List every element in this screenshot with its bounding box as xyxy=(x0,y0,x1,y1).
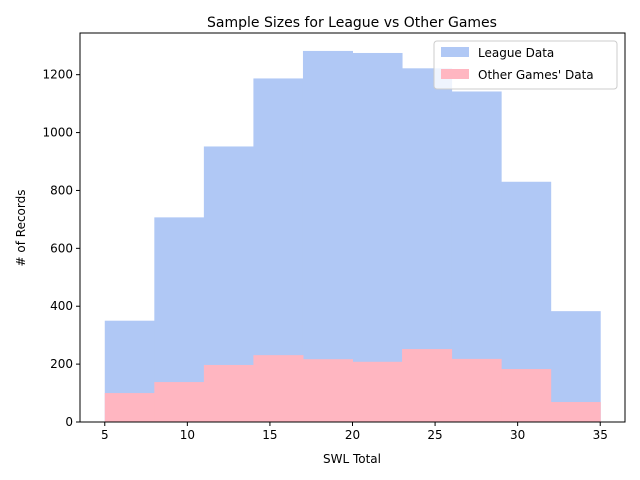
legend-label-league: League Data xyxy=(478,46,554,60)
y-tick-label: 200 xyxy=(50,357,73,371)
y-tick-label: 400 xyxy=(50,299,73,313)
legend-swatch-league xyxy=(441,47,469,57)
x-tick-label: 25 xyxy=(427,428,442,442)
legend: League Data Other Games' Data xyxy=(433,40,618,90)
legend-frame xyxy=(433,40,618,90)
other-games-bar-5 xyxy=(302,359,353,422)
other-games-bar-10 xyxy=(550,402,601,422)
other-games-bar-6 xyxy=(352,361,403,422)
y-tick-label: 1000 xyxy=(42,126,73,140)
y-axis-ticks: 0 200 400 600 800 1000 1200 xyxy=(42,68,80,429)
y-tick-label: 600 xyxy=(50,241,73,255)
x-axis-label: SWL Total xyxy=(323,452,381,466)
league-bar-6 xyxy=(352,52,403,423)
x-tick-label: 35 xyxy=(593,428,608,442)
y-tick-label: 1200 xyxy=(42,68,73,82)
x-axis-ticks: 5 10 15 20 25 30 35 xyxy=(101,422,608,442)
x-tick-label: 15 xyxy=(262,428,277,442)
other-games-bar-8 xyxy=(451,358,502,422)
legend-label-other: Other Games' Data xyxy=(478,68,594,82)
x-tick-label: 30 xyxy=(510,428,525,442)
other-games-bar-4 xyxy=(253,355,304,422)
y-tick-label: 0 xyxy=(65,415,73,429)
other-games-bar-3 xyxy=(203,364,254,422)
y-tick-label: 800 xyxy=(50,183,73,197)
other-games-bar-9 xyxy=(501,369,552,422)
x-tick-label: 10 xyxy=(180,428,195,442)
other-games-bar-1 xyxy=(104,393,155,422)
y-axis-label: # of Records xyxy=(14,190,28,267)
x-tick-label: 20 xyxy=(345,428,360,442)
bars-layer xyxy=(104,50,601,423)
other-games-bar-2 xyxy=(154,382,205,422)
x-tick-label: 5 xyxy=(101,428,109,442)
other-games-bar-7 xyxy=(402,349,453,422)
chart-title: Sample Sizes for League vs Other Games xyxy=(207,15,497,31)
legend-swatch-other xyxy=(441,69,469,79)
